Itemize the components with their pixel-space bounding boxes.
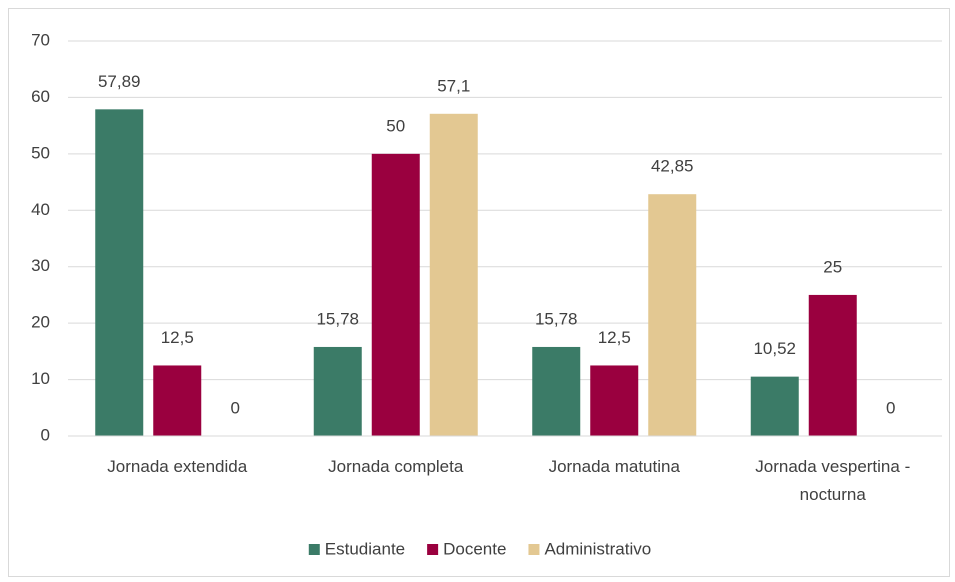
bar <box>153 365 202 436</box>
x-tick-label: Jornada completa <box>328 457 464 476</box>
chart-border <box>8 8 950 577</box>
data-label: 50 <box>386 116 405 135</box>
legend-label: Administrativo <box>544 539 651 558</box>
x-tick-label: Jornada matutina <box>548 457 680 476</box>
bar <box>808 294 857 436</box>
data-label: 10,52 <box>753 339 796 358</box>
bar <box>429 113 478 437</box>
y-tick-label: 40 <box>31 200 50 219</box>
bar <box>648 194 697 436</box>
data-label: 12,5 <box>161 328 194 347</box>
legend-swatch <box>308 544 320 555</box>
legend-label: Estudiante <box>325 539 405 558</box>
data-label: 15,78 <box>535 309 578 328</box>
bar <box>95 109 144 437</box>
y-tick-label: 50 <box>31 143 50 162</box>
y-tick-label: 10 <box>31 369 50 388</box>
data-label: 15,78 <box>316 309 359 328</box>
y-tick-label: 60 <box>31 87 50 106</box>
bar <box>313 346 362 436</box>
y-tick-label: 70 <box>31 30 50 49</box>
x-tick-label: Jornada extendida <box>107 457 248 476</box>
y-tick-label: 0 <box>41 425 50 444</box>
bar <box>590 365 639 436</box>
bar <box>371 153 420 436</box>
bar <box>532 346 581 436</box>
data-label: 25 <box>823 257 842 276</box>
y-tick-label: 30 <box>31 256 50 275</box>
legend-label: Docente <box>443 539 506 558</box>
legend-swatch <box>528 544 540 555</box>
x-tick-label: Jornada vespertina - nocturna <box>755 457 911 504</box>
data-label: 57,89 <box>98 72 141 91</box>
data-label: 12,5 <box>598 328 631 347</box>
data-label: 42,85 <box>651 157 694 176</box>
data-label: 0 <box>231 398 240 417</box>
legend-swatch <box>427 544 439 555</box>
bar <box>750 376 799 436</box>
data-label: 0 <box>886 398 895 417</box>
data-label: 57,1 <box>437 76 470 95</box>
y-tick-label: 20 <box>31 313 50 332</box>
